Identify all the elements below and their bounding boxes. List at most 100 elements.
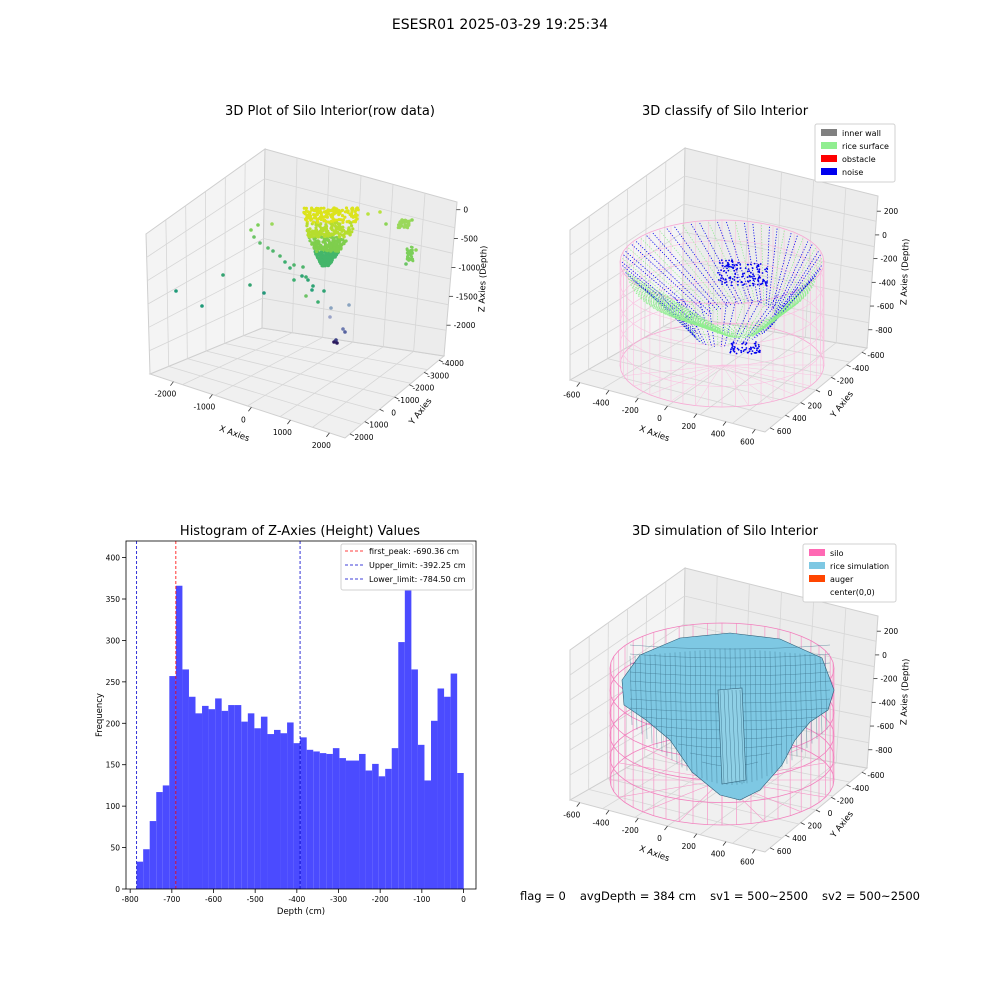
legend-frame [814,123,896,183]
point-ray [752,223,762,305]
point-ray [646,235,718,311]
point-ray [769,265,822,328]
y-tick [438,359,444,363]
data-point [737,284,739,286]
histogram-bar [241,721,248,889]
x-tick [722,841,727,846]
x-tick [634,817,639,823]
y-tick [800,822,805,825]
y-tick [769,427,775,431]
data-point [719,279,722,282]
surface-mesh-line [824,655,828,730]
data-point [753,347,756,349]
x-tick [576,802,581,807]
data-point [403,218,407,222]
rice-simulation-surface [621,632,835,801]
data-point [221,273,225,277]
y-tick-label: -2000 [412,384,434,393]
surface-mesh-line [629,680,831,686]
y-axis-label: Frequency [95,693,105,737]
y-tick-label: -400 [852,784,869,793]
data-point [737,262,739,264]
data-point [724,281,726,284]
plot4-title: 3D simulation of Silo Interior [632,524,818,539]
data-point [322,219,326,223]
data-point [409,245,413,249]
data-point [323,246,327,250]
data-point [758,276,760,279]
z-tick-label: -200 [880,675,897,684]
data-point [341,242,345,246]
data-point [326,212,331,216]
data-point [407,223,411,227]
data-point [730,348,732,351]
data-point [757,347,759,350]
histogram-bar [143,849,150,889]
y-tick [785,834,790,838]
data-point [278,254,282,258]
data-point [746,270,749,273]
data-point [730,266,733,268]
point-ray [631,244,709,316]
grid-line [147,208,453,282]
axes-box: -600-400-20002004006006004002000-200-400… [563,147,910,446]
y-tick-label: 50 [110,844,120,853]
x-tick [576,382,581,387]
data-point [742,284,744,286]
z-tick-label: -200 [880,255,897,264]
data-point [749,263,752,266]
data-point [312,213,316,217]
data-point [337,218,341,222]
data-point [348,233,352,237]
point-ray [643,300,724,335]
histogram-bar [215,698,222,889]
data-point [724,278,727,280]
data-point [741,346,744,349]
histogram-bar [417,744,425,889]
x-tick [693,833,698,839]
point-ray [628,247,707,318]
y-tick [364,421,369,424]
data-point [337,213,341,217]
data-point [404,262,408,266]
point-ray [630,284,721,332]
status-line: flag = 0 avgDepth = 384 cm sv1 = 500~2500 s… [520,889,934,903]
data-point [739,263,742,265]
histogram-bar [431,720,438,889]
data-point [735,352,738,355]
point-ray [771,261,823,326]
data-point [326,243,330,247]
data-point [755,266,758,269]
point-ray [745,293,785,343]
point-ray [631,287,722,332]
data-point [316,300,320,304]
data-point [717,271,719,274]
data-point [307,211,311,215]
histogram-bar [450,673,458,889]
x-tick [326,432,330,438]
data-point [765,267,768,270]
data-point [755,341,757,343]
silo-floor-spoke [721,364,811,387]
x-tick-label: 0 [241,415,246,424]
data-point [354,218,358,222]
data-point [754,351,757,354]
data-point [748,348,751,350]
data-point [351,227,355,231]
data-point [271,249,275,253]
point-ray [640,297,724,334]
x-tick [170,381,174,386]
x-tick-label: 0 [657,414,662,423]
data-point [310,288,314,292]
z-tick-label: -500 [461,235,478,244]
flag-text: flag = 0 [520,889,566,903]
surface-mesh-line [727,689,733,784]
silo-floor-spoke [623,364,723,377]
data-point [753,262,756,265]
silo-floor-spoke [721,364,749,406]
data-point [752,346,754,349]
y-tick [800,402,805,405]
surface-mesh-line [634,655,638,730]
data-point [730,281,733,283]
y-tick-label: 0 [828,809,833,818]
